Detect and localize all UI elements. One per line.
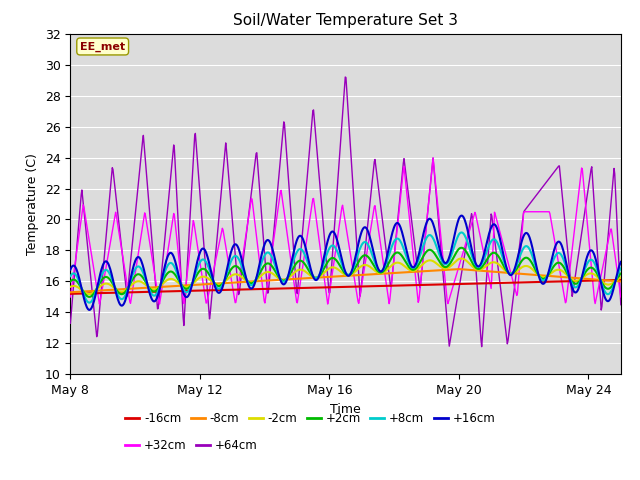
Y-axis label: Temperature (C): Temperature (C) bbox=[26, 153, 39, 255]
Title: Soil/Water Temperature Set 3: Soil/Water Temperature Set 3 bbox=[233, 13, 458, 28]
Text: EE_met: EE_met bbox=[80, 41, 125, 52]
X-axis label: Time: Time bbox=[330, 403, 361, 416]
Legend: +32cm, +64cm: +32cm, +64cm bbox=[120, 435, 262, 457]
